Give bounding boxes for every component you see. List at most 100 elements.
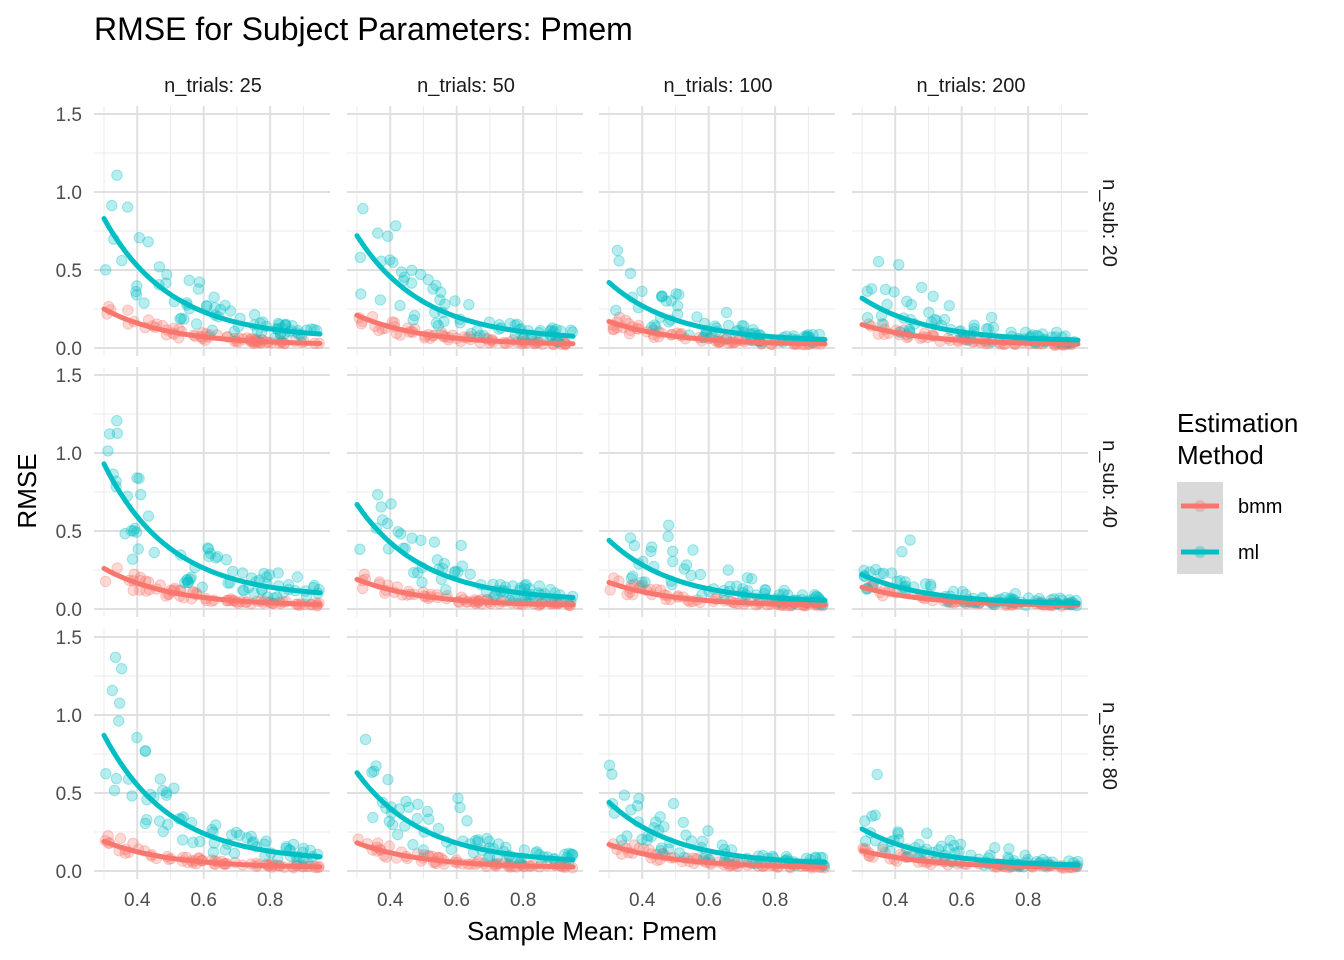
ml-point (354, 251, 366, 264)
ml-point (131, 472, 143, 484)
ml-point (533, 580, 546, 592)
ml-point (624, 267, 637, 279)
panel-r1-c3 (852, 367, 1088, 617)
y-tick-label: 0.5 (56, 784, 82, 805)
ml-point (680, 559, 693, 571)
ml-trend-line (354, 233, 576, 339)
ml-point (367, 811, 379, 824)
ml-point (190, 318, 203, 330)
ml-point (427, 283, 439, 295)
ml-point (407, 838, 419, 851)
ml-point (654, 811, 666, 823)
ml-point (869, 563, 882, 576)
panel-r0-c1 (347, 106, 583, 356)
ml-point (126, 790, 138, 802)
bmm-trend-line (354, 312, 576, 347)
ml-point (127, 525, 140, 537)
ml-point (394, 299, 406, 312)
ml-point (132, 543, 145, 555)
ml-point (985, 311, 998, 324)
legend-label-ml: ml (1238, 542, 1259, 564)
ml-point (691, 311, 703, 323)
ml-point (178, 313, 190, 325)
ml-point (741, 572, 754, 584)
ml-point (438, 557, 450, 570)
ml-point (438, 315, 450, 328)
ml-point (182, 576, 194, 589)
x-tick-label: 0.4 (124, 890, 151, 911)
ml-point (646, 541, 658, 553)
ml-point (422, 274, 434, 286)
ml-point (115, 663, 128, 675)
ml-point (366, 766, 378, 778)
ml-point (219, 299, 231, 312)
ml-point (160, 786, 173, 799)
ml-point (759, 584, 772, 596)
ml-point (463, 298, 475, 311)
ml-point (885, 567, 898, 579)
ml-point (431, 554, 444, 566)
bmm-point (122, 304, 134, 316)
ml-point (879, 283, 892, 296)
x-tick-label: 0.6 (190, 890, 216, 911)
ml-point (414, 268, 427, 281)
ml-point (392, 828, 404, 841)
ml-point (416, 576, 428, 588)
ml-point (943, 300, 955, 312)
ml-point (406, 532, 418, 544)
ml-point (432, 822, 445, 835)
ml-point (492, 838, 505, 850)
ml-point (382, 773, 394, 786)
x-tick-label: 0.4 (377, 890, 404, 911)
ml-point (656, 290, 668, 302)
ml-point (261, 571, 273, 583)
y-tick-label: 0.0 (56, 339, 82, 360)
ml-point (667, 545, 679, 557)
ml-point (662, 843, 675, 855)
ml-point (228, 325, 241, 338)
ml-point (130, 285, 142, 298)
bmm-point (127, 584, 139, 596)
ml-trend-line (859, 295, 1081, 343)
y-tick-label: 1.5 (56, 105, 82, 126)
ml-point (179, 577, 191, 589)
ml-point (411, 812, 424, 825)
y-tick-label: 1.5 (56, 628, 82, 649)
ml-point (241, 832, 253, 844)
ml-point (861, 285, 873, 297)
ml-point (370, 760, 382, 772)
ml-point (228, 847, 241, 860)
ml-point (406, 264, 418, 276)
ml-point (139, 745, 152, 757)
ml-point (142, 510, 155, 522)
y-tick-label: 1.5 (56, 366, 82, 387)
ml-point (408, 566, 420, 579)
y-tick-label: 1.0 (56, 183, 82, 204)
x-tick-label: 0.6 (695, 890, 721, 911)
ml-point (610, 304, 622, 316)
ml-trend-line (606, 799, 828, 865)
ml-point (181, 574, 193, 586)
ml-point (374, 294, 386, 306)
ml-point (110, 772, 123, 785)
ml-point (641, 834, 653, 846)
ml-point (454, 801, 466, 814)
x-tick-label: 0.8 (1015, 890, 1041, 911)
ml-point (871, 768, 883, 781)
ml-point (157, 825, 170, 838)
ml-point (611, 244, 624, 257)
bmm-trend-line (354, 576, 576, 608)
ml-point (400, 795, 412, 808)
ml-point (680, 829, 692, 841)
ml-point (153, 815, 166, 827)
ml-point (355, 288, 367, 300)
ml-point (381, 517, 394, 530)
ml-point (211, 551, 224, 563)
ml-point (636, 285, 648, 297)
ml-point (263, 569, 276, 581)
ml-point (665, 295, 677, 307)
ml-trend-line (859, 572, 1081, 606)
ml-trend-line (101, 732, 323, 860)
bmm-trend-line (354, 840, 576, 870)
ml-point (214, 303, 227, 316)
